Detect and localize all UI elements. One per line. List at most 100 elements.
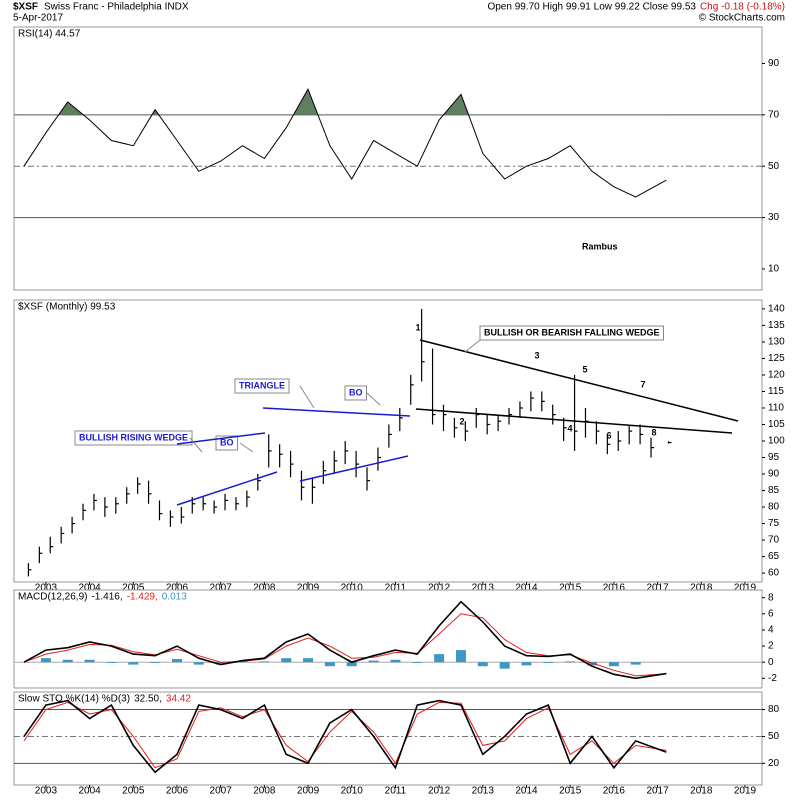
callout-box — [74, 430, 193, 446]
y-tick-label: 20 — [768, 758, 780, 769]
date: 5-Apr-2017 — [13, 13, 63, 24]
x-tick-label: 2014 — [515, 786, 538, 797]
annotation: TRIANGLE — [239, 380, 285, 390]
x-tick-label: 2009 — [297, 786, 320, 797]
k-line — [23, 699, 667, 774]
annotation: BO — [220, 437, 234, 447]
callout-box — [479, 325, 664, 341]
x-tick-label: 2010 — [341, 583, 364, 594]
x-tick-label: 2017 — [646, 583, 669, 594]
y-tick-label: 100 — [768, 436, 785, 447]
y-tick-label: 130 — [768, 337, 785, 348]
x-tick-label: 2008 — [253, 786, 276, 797]
panel-title: $XSF (Monthly) 99.53 — [18, 302, 116, 313]
macd-line — [23, 600, 667, 680]
histogram-bar — [521, 662, 532, 666]
x-tick-label: 2013 — [472, 786, 495, 797]
histogram-bar — [477, 662, 488, 667]
x-tick-label: 2004 — [78, 583, 101, 594]
x-tick-label: 2003 — [35, 786, 58, 797]
callout-pointer — [189, 437, 203, 453]
panel-frame — [13, 26, 763, 291]
histogram-bar — [84, 659, 95, 663]
callout-pointer — [464, 339, 481, 353]
x-tick-label: 2019 — [734, 583, 757, 594]
x-tick-label: 2005 — [122, 786, 145, 797]
y-tick-label: 60 — [768, 568, 780, 579]
histogram-bar — [259, 661, 270, 663]
annotations-layer — [176, 339, 739, 506]
histogram-bar — [150, 662, 161, 663]
y-tick-label: 90 — [768, 469, 780, 480]
y-tick-label: 10 — [768, 264, 780, 275]
trend-line — [419, 339, 739, 422]
x-tick-label: 2014 — [515, 583, 538, 594]
y-tick-label: 30 — [768, 212, 780, 223]
annotation: BULLISH OR BEARISH FALLING WEDGE — [484, 327, 660, 337]
histogram-bar — [543, 662, 554, 663]
credit: © StockCharts.com — [699, 13, 785, 24]
y-tick-label: 85 — [768, 485, 780, 496]
x-tick-label: 2010 — [341, 786, 364, 797]
y-tick-label: 50 — [768, 161, 780, 172]
x-tick-label: 2018 — [690, 786, 713, 797]
histogram-bar — [565, 661, 576, 663]
y-tick-label: 140 — [768, 304, 785, 315]
legend-label: 0.013 — [162, 592, 187, 603]
histogram-bar — [215, 662, 226, 665]
x-tick-label: 2017 — [646, 786, 669, 797]
x-tick-label: 2006 — [166, 583, 189, 594]
x-tick-label: 2011 — [385, 583, 407, 594]
x-tick-label: 2003 — [35, 583, 58, 594]
trend-line — [176, 471, 278, 506]
y-tick-label: 90 — [768, 58, 780, 69]
legend-label: MACD(12,26,9) — [18, 592, 87, 603]
y-tick-label: 50 — [768, 731, 780, 742]
quote: Open 99.70 High 99.91 Low 99.22 Close 99… — [487, 2, 696, 13]
x-tick-label: 2007 — [210, 786, 233, 797]
symbol: $XSF — [13, 2, 38, 13]
x-tick-label: 2007 — [210, 583, 233, 594]
y-tick-label: 115 — [768, 386, 784, 397]
histogram-bar — [303, 658, 314, 663]
histogram-bar — [608, 662, 619, 667]
x-tick-label: 2013 — [472, 583, 495, 594]
y-tick-label: 2 — [768, 641, 774, 652]
x-tick-label: 2015 — [559, 583, 582, 594]
y-tick-label: 125 — [768, 353, 785, 364]
annotation: BO — [349, 387, 363, 397]
histogram-bar — [390, 659, 401, 663]
y-tick-label: 75 — [768, 518, 780, 529]
y-tick-label: -2 — [768, 673, 777, 684]
histogram-bar — [40, 658, 51, 663]
x-tick-label: 2015 — [559, 786, 582, 797]
callout-box — [234, 378, 290, 394]
histogram-bar — [324, 662, 335, 667]
histogram-bar — [630, 662, 641, 665]
callout-pointer — [366, 392, 381, 406]
y-tick-label: 110 — [768, 403, 784, 414]
annotation: 6 — [606, 430, 611, 440]
panel-frame — [13, 589, 763, 689]
histogram-bar — [171, 658, 182, 663]
x-tick-label: 2016 — [603, 583, 626, 594]
panel-frame — [13, 691, 763, 786]
change: Chg -0.18 (-0.18%) — [700, 2, 785, 13]
callout-pointer — [239, 442, 254, 453]
legend-label: Slow STO %K(14) %D(3) — [18, 694, 130, 705]
histogram-bar — [128, 662, 139, 665]
y-tick-label: 4 — [768, 625, 774, 636]
trend-line — [299, 455, 409, 482]
rsi-line — [23, 88, 667, 198]
y-tick-label: 65 — [768, 551, 780, 562]
y-tick-label: 95 — [768, 452, 780, 463]
trend-line — [262, 407, 411, 417]
trend-line — [176, 432, 266, 445]
histogram-bar — [193, 662, 204, 665]
y-tick-label: 135 — [768, 320, 785, 331]
legend-label: -1.416, — [91, 592, 122, 603]
x-tick-label: 2012 — [428, 786, 451, 797]
annotation: 1 — [415, 322, 420, 332]
